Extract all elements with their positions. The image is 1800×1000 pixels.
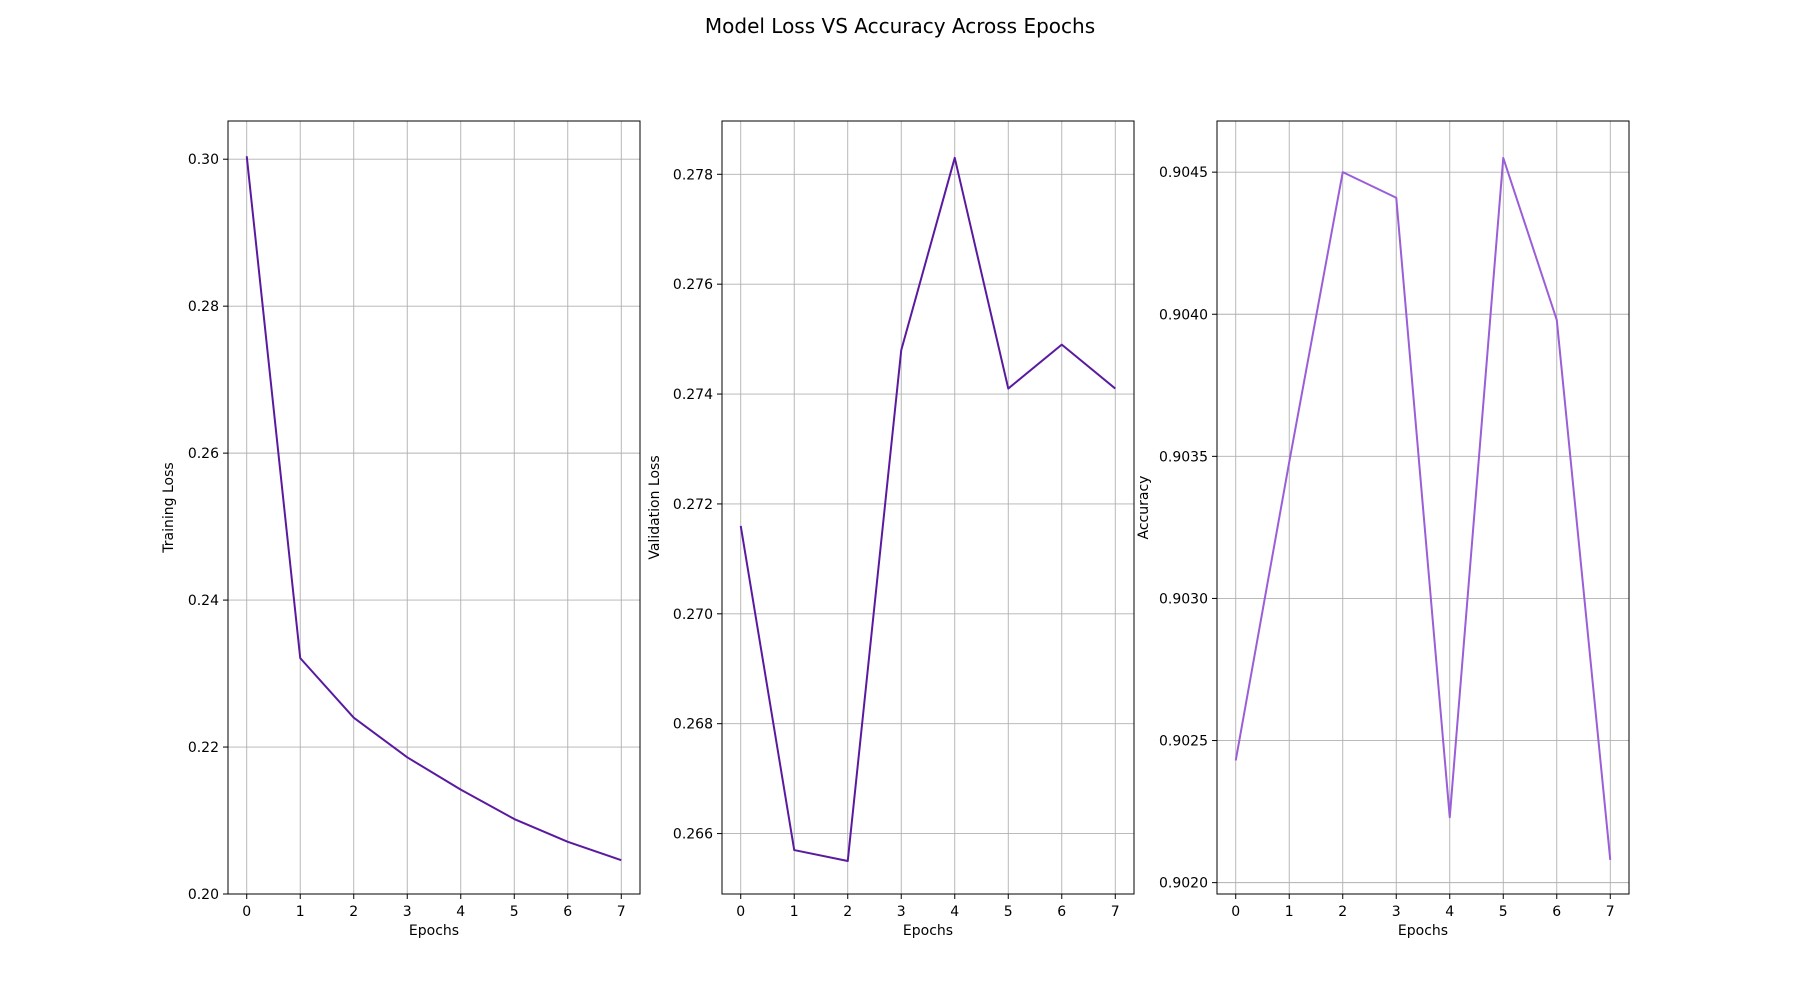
chart-1-xtick-label-7: 7 [617,904,626,920]
chart-3-ytick-label-0: 0.9020 [1159,876,1208,892]
chart-3-x-axis-label: Epochs [1398,923,1448,939]
chart-1-ytick-label-2: 0.24 [188,593,219,609]
chart-2-xtick-label-2: 2 [843,904,852,920]
chart-1-xtick-label-2: 2 [349,904,358,920]
chart-3-xtick-label-6: 6 [1552,904,1561,920]
chart-3-xtick-label-3: 3 [1392,904,1401,920]
chart-1-xtick-label-3: 3 [403,904,412,920]
chart-1-xtick-label-0: 0 [242,904,251,920]
chart-3-xtick-label-0: 0 [1231,904,1240,920]
chart-3-series-line-0 [1234,156,1612,860]
chart-1-xtick-label-6: 6 [563,904,572,920]
chart-3-ytick-label-3: 0.9035 [1159,449,1208,465]
chart-3-ytick-label-1: 0.9025 [1159,734,1208,750]
chart-2-series-line-0 [739,156,1116,863]
chart-3-y-axis-label: Accuracy [1136,476,1152,540]
chart-3-plot-frame [1216,120,1630,895]
chart-3-xtick-label-5: 5 [1499,904,1508,920]
chart-3-ytick-label-2: 0.9030 [1159,591,1208,607]
chart-1-ytick-label-1: 0.22 [188,740,219,756]
chart-2-xtick-label-6: 6 [1057,904,1066,920]
chart-1-ytick-label-3: 0.26 [188,446,219,462]
chart-2-y-axis-label: Validation Loss [647,455,663,559]
chart-1-xtick-label-4: 4 [456,904,465,920]
chart-2-xtick-label-7: 7 [1111,904,1120,920]
chart-3-xtick-label-1: 1 [1285,904,1294,920]
chart-1-y-axis-label: Training Loss [161,462,177,553]
figure-title: Model Loss VS Accuracy Across Epochs [704,14,1096,38]
chart-1-ytick-label-4: 0.28 [188,299,219,315]
chart-2-ytick-label-6: 0.278 [673,167,713,183]
chart-2-xtick-label-4: 4 [950,904,959,920]
chart-1-ytick-label-5: 0.30 [188,152,219,168]
chart-1-xtick-label-1: 1 [296,904,305,920]
chart-2-ytick-label-5: 0.276 [673,277,713,293]
chart-2-xtick-label-0: 0 [736,904,745,920]
chart-2-ytick-label-1: 0.268 [673,717,713,733]
chart-2-xtick-label-1: 1 [790,904,799,920]
chart-2-x-axis-label: Epochs [903,923,953,939]
chart-3-xtick-label-7: 7 [1606,904,1615,920]
chart-2-ytick-label-3: 0.272 [673,497,713,513]
chart-2-ytick-label-2: 0.270 [673,607,713,623]
chart-1-x-axis-label: Epochs [409,923,459,939]
chart-3-xtick-label-4: 4 [1445,904,1454,920]
chart-2-ytick-label-4: 0.274 [673,387,713,403]
chart-1-plot-frame [227,120,641,895]
chart-2-plot-frame [721,120,1135,895]
chart-3-ytick-label-4: 0.9040 [1159,307,1208,323]
chart-3-ytick-label-5: 0.9045 [1159,165,1208,181]
chart-3-xtick-label-2: 2 [1338,904,1347,920]
chart-1-xtick-label-5: 5 [510,904,519,920]
chart-2-xtick-label-5: 5 [1004,904,1013,920]
chart-1-ytick-label-0: 0.20 [188,887,219,903]
chart-2-xtick-label-3: 3 [897,904,906,920]
chart-1-series-line-0 [245,156,622,862]
chart-2-ytick-label-0: 0.266 [673,827,713,843]
